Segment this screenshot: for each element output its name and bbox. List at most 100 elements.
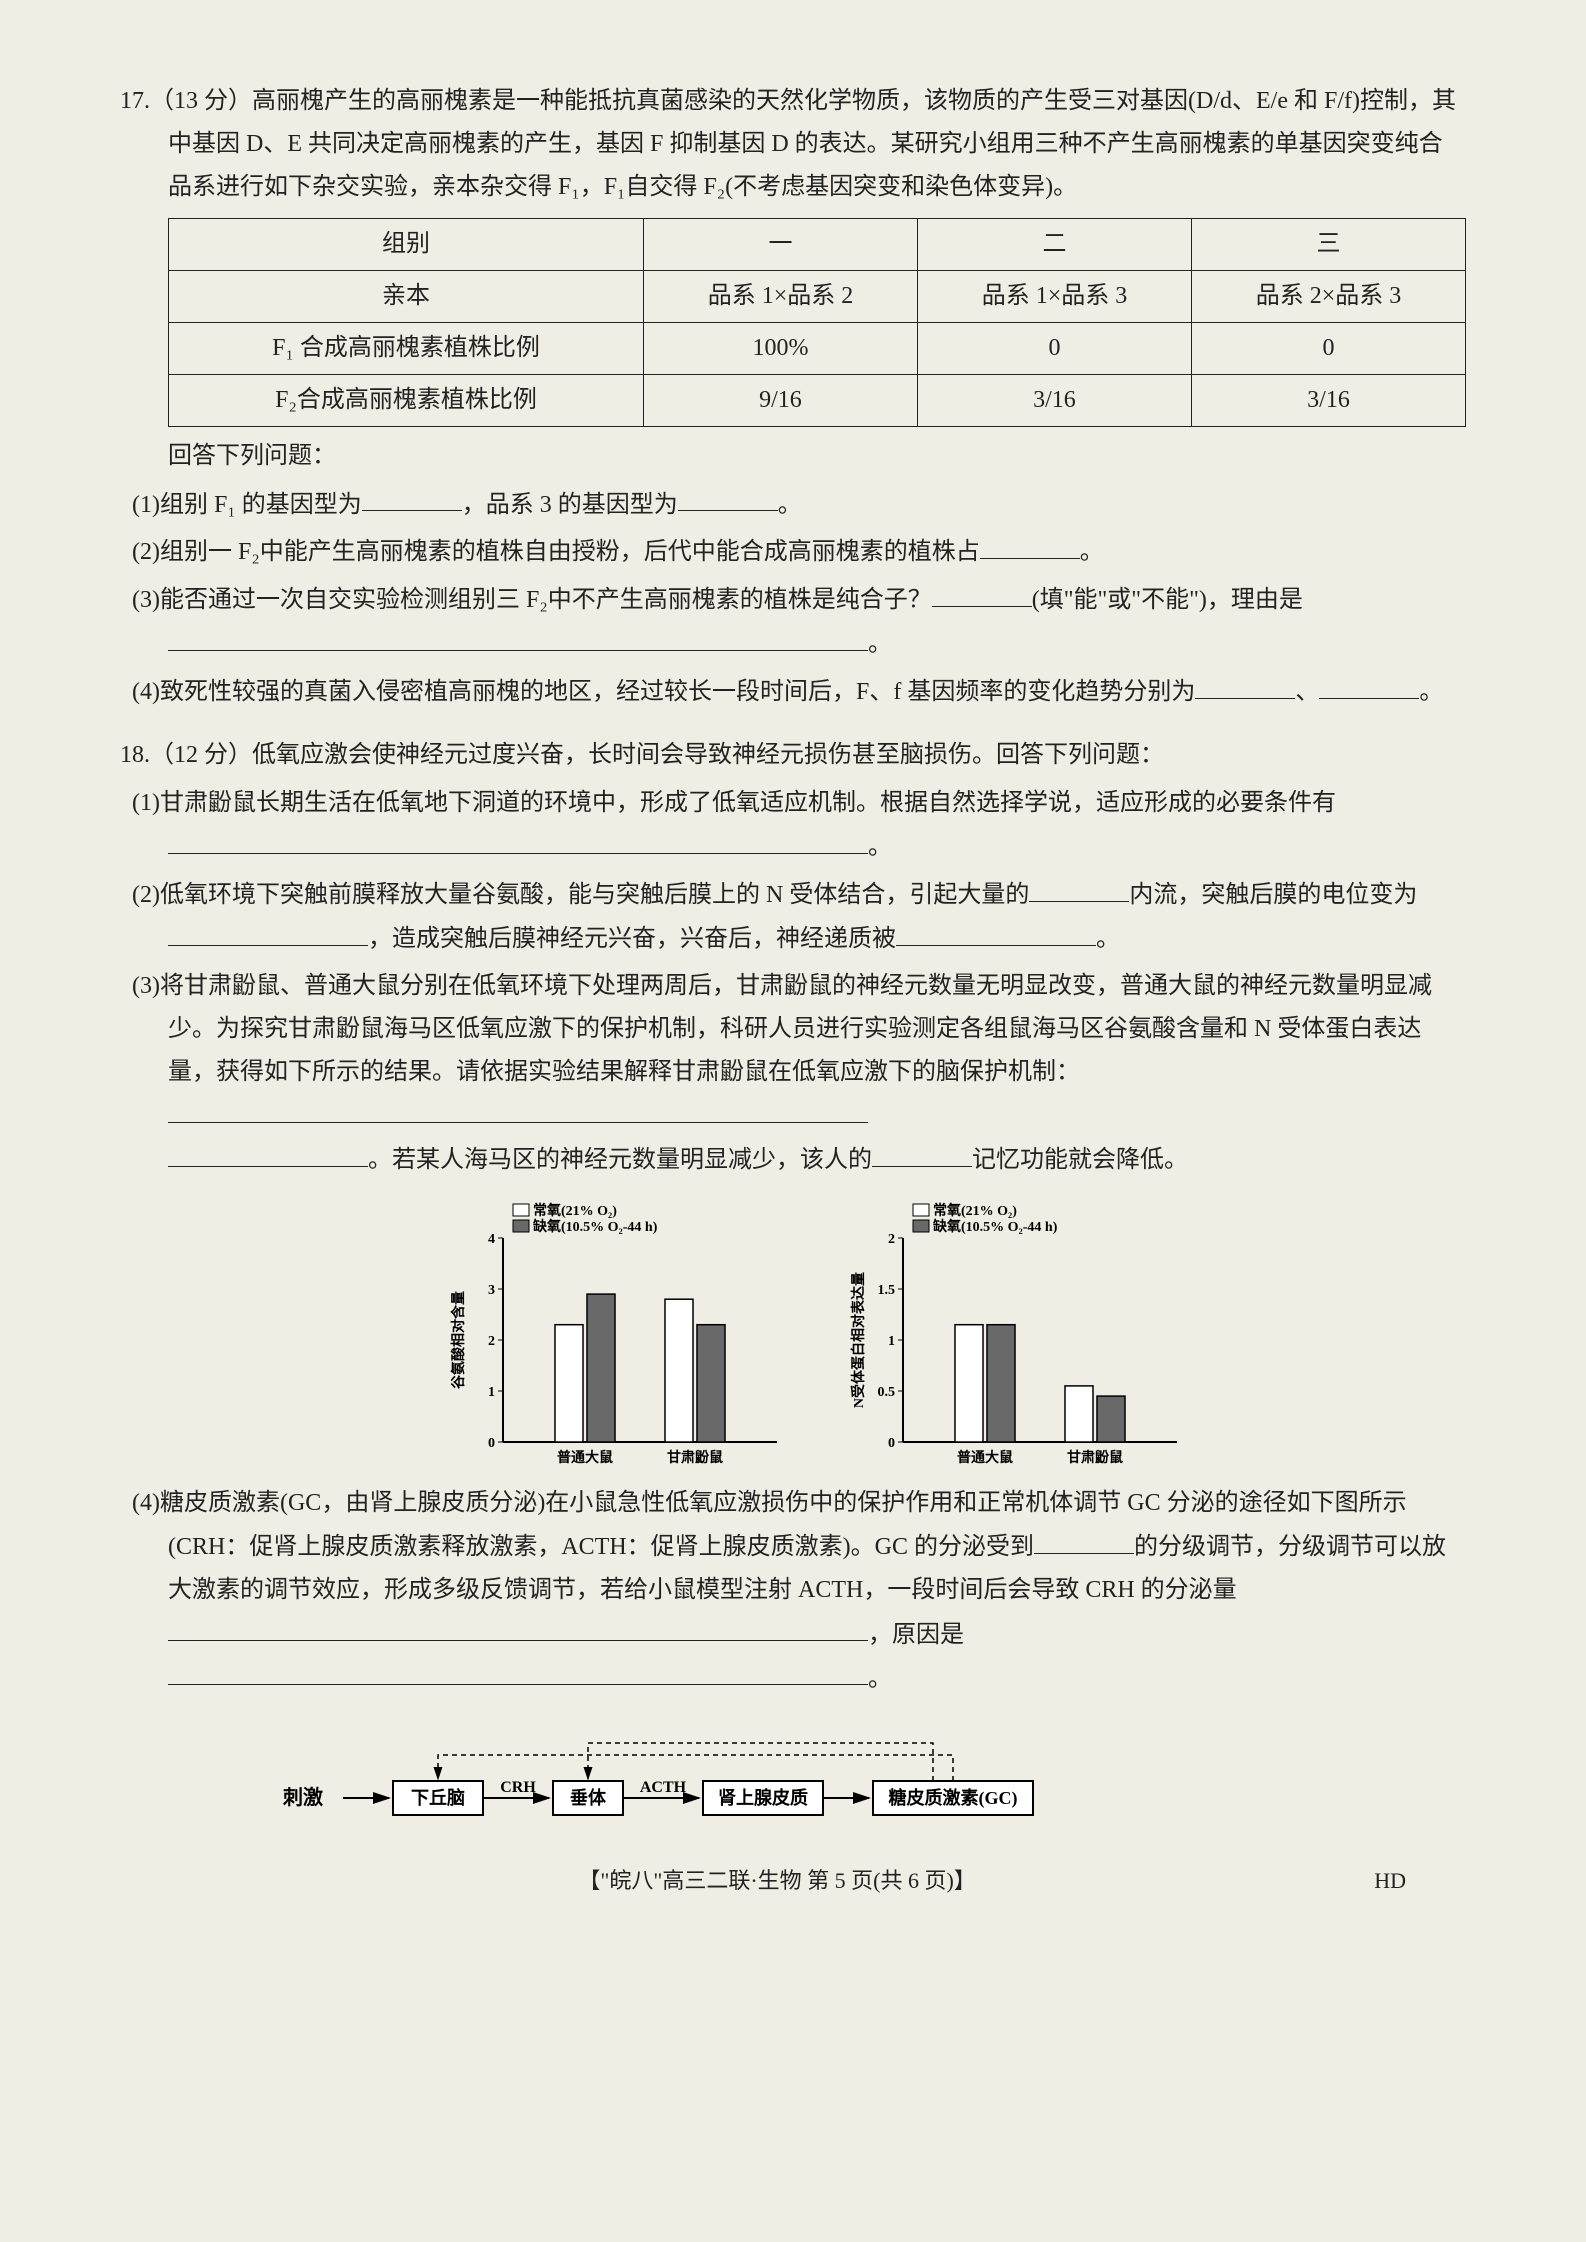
svg-text:1: 1 [888, 1334, 895, 1349]
text: (2)组别一 F₂中能产生高丽槐素的植株自由授粉，后代中能合成高丽槐素的植株占 [132, 539, 980, 565]
q17-points: （13 分） [150, 88, 252, 114]
th-c3: 三 [1191, 218, 1465, 270]
q18-sub3: (3)将甘肃鼢鼠、普通大鼠分别在低氧环境下处理两周后，甘肃鼢鼠的神经元数量无明显… [120, 965, 1466, 1139]
svg-text:CRH: CRH [500, 1779, 536, 1796]
text: 记忆功能就会降低。 [972, 1147, 1188, 1173]
table-row: F₂合成高丽槐素植株比例 9/16 3/16 3/16 [169, 375, 1466, 427]
q18-sub2: (2)低氧环境下突触前膜释放大量谷氨酸，能与突触后膜上的 N 受体结合，引起大量… [120, 873, 1466, 961]
text: 。 [1419, 679, 1443, 705]
cell: 3/16 [917, 375, 1191, 427]
blank[interactable] [1319, 670, 1419, 699]
th-group: 组别 [169, 218, 644, 270]
text: 。 [1096, 926, 1120, 952]
blank[interactable] [1029, 873, 1129, 902]
blank[interactable] [168, 1094, 868, 1123]
q17-stem: 17.（13 分）高丽槐产生的高丽槐素是一种能抵抗真菌感染的天然化学物质，该物质… [120, 80, 1466, 210]
cell: 0 [917, 322, 1191, 374]
q18-sub3-cont: 。若某人海马区的神经元数量明显减少，该人的 记忆功能就会降低。 [120, 1138, 1466, 1182]
svg-text:刺激: 刺激 [283, 1785, 323, 1809]
q17-sub4: (4)致死性较强的真菌入侵密植高丽槐的地区，经过较长一段时间后，F、f 基因频率… [120, 670, 1466, 714]
blank[interactable] [678, 483, 778, 512]
cell: 9/16 [643, 375, 917, 427]
blank[interactable] [168, 1657, 868, 1686]
svg-text:2: 2 [888, 1232, 895, 1247]
q18-points: （12 分） [150, 742, 252, 768]
text: (2)低氧环境下突触前膜释放大量谷氨酸，能与突触后膜上的 N 受体结合，引起大量… [132, 882, 1029, 908]
blank[interactable] [362, 483, 462, 512]
text: 。 [868, 631, 892, 657]
cell: 品系 1×品系 3 [917, 270, 1191, 322]
cell: 品系 2×品系 3 [1191, 270, 1465, 322]
footer-right: HD [1374, 1861, 1406, 1901]
text: 。若某人海马区的神经元数量明显减少，该人的 [368, 1147, 872, 1173]
svg-text:N受体蛋白相对表达量: N受体蛋白相对表达量 [850, 1272, 867, 1408]
blank[interactable] [932, 578, 1032, 607]
pathway-svg: 刺激 下丘脑 CRH 垂体 ACTH 肾上腺皮质 糖皮质激素(GC) [243, 1711, 1343, 1821]
table-row: 亲本 品系 1×品系 2 品系 1×品系 3 品系 2×品系 3 [169, 270, 1466, 322]
text: 。 [868, 834, 892, 860]
text: 。 [1080, 539, 1104, 565]
svg-text:下丘脑: 下丘脑 [411, 1787, 465, 1808]
text: 、 [1295, 679, 1319, 705]
question-18: 18.（12 分）低氧应激会使神经元过度兴奋，长时间会导致神经元损伤甚至脑损伤。… [120, 734, 1466, 1820]
blank[interactable] [872, 1138, 972, 1167]
blank[interactable] [896, 917, 1096, 946]
svg-text:糖皮质激素(GC): 糖皮质激素(GC) [889, 1787, 1018, 1809]
text: 内流，突触后膜的电位变为 [1129, 882, 1417, 908]
q17-stem-text: 高丽槐产生的高丽槐素是一种能抵抗真菌感染的天然化学物质，该物质的产生受三对基因(… [168, 88, 1456, 200]
th-c1: 一 [643, 218, 917, 270]
svg-text:常氧(21% O₂): 常氧(21% O₂) [933, 1202, 1017, 1219]
q18-sub1: (1)甘肃鼢鼠长期生活在低氧地下洞道的环境中，形成了低氧适应机制。根据自然选择学… [120, 782, 1466, 869]
text: ，造成突触后膜神经元兴奋，兴奋后，神经递质被 [368, 926, 896, 952]
text: (1)甘肃鼢鼠长期生活在低氧地下洞道的环境中，形成了低氧适应机制。根据自然选择学… [132, 790, 1336, 816]
svg-text:0.5: 0.5 [878, 1385, 896, 1400]
svg-text:垂体: 垂体 [570, 1787, 607, 1808]
cell: 3/16 [1191, 375, 1465, 427]
blank[interactable] [168, 1138, 368, 1167]
cell: 100% [643, 322, 917, 374]
svg-text:肾上腺皮质: 肾上腺皮质 [718, 1787, 808, 1808]
q17-sub2: (2)组别一 F₂中能产生高丽槐素的植株自由授粉，后代中能合成高丽槐素的植株占 。 [120, 530, 1466, 574]
q18-stem: 18.（12 分）低氧应激会使神经元过度兴奋，长时间会导致神经元损伤甚至脑损伤。… [120, 734, 1466, 777]
q17-sub1: (1)组别 F₁ 的基因型为，品系 3 的基因型为。 [120, 483, 1466, 527]
q17-after-table: 回答下列问题： [120, 435, 1466, 478]
chart-glutamate: 01234谷氨酸相对含量常氧(21% O₂)缺氧(10.5% O₂-44 h)普… [447, 1192, 787, 1472]
svg-text:3: 3 [488, 1283, 495, 1298]
svg-text:普通大鼠: 普通大鼠 [557, 1449, 613, 1466]
svg-text:1.5: 1.5 [878, 1283, 896, 1298]
q18-number: 18. [120, 742, 150, 768]
svg-text:普通大鼠: 普通大鼠 [957, 1449, 1013, 1466]
q17-sub3: (3)能否通过一次自交实验检测组别三 F₂中不产生高丽槐素的植株是纯合子？ (填"… [120, 578, 1466, 666]
blank[interactable] [168, 622, 868, 651]
blank[interactable] [1195, 670, 1295, 699]
cell: 品系 1×品系 2 [643, 270, 917, 322]
text: (填"能"或"不能")，理由是 [1032, 587, 1303, 613]
q18-sub4: (4)糖皮质激素(GC，由肾上腺皮质分泌)在小鼠急性低氧应激损伤中的保护作用和正… [120, 1482, 1466, 1700]
cell: F₂合成高丽槐素植株比例 [169, 375, 644, 427]
page-footer: 【"皖八"高三二联·生物 第 5 页(共 6 页)】 HD [120, 1861, 1466, 1901]
text: ，品系 3 的基因型为 [462, 491, 678, 517]
svg-text:0: 0 [488, 1436, 495, 1451]
question-17: 17.（13 分）高丽槐产生的高丽槐素是一种能抵抗真菌感染的天然化学物质，该物质… [120, 80, 1466, 714]
text: (3)将甘肃鼢鼠、普通大鼠分别在低氧环境下处理两周后，甘肃鼢鼠的神经元数量无明显… [132, 973, 1432, 1085]
blank[interactable] [168, 1613, 868, 1642]
blank[interactable] [168, 917, 368, 946]
svg-text:甘肃鼢鼠: 甘肃鼢鼠 [1067, 1449, 1123, 1466]
text: (3)能否通过一次自交实验检测组别三 F₂中不产生高丽槐素的植株是纯合子？ [132, 587, 932, 613]
cell: 0 [1191, 322, 1465, 374]
svg-text:1: 1 [488, 1385, 495, 1400]
blank[interactable] [980, 530, 1080, 559]
svg-text:ACTH: ACTH [640, 1779, 687, 1796]
cell: 亲本 [169, 270, 644, 322]
q18-stem-text: 低氧应激会使神经元过度兴奋，长时间会导致神经元损伤甚至脑损伤。回答下列问题： [252, 742, 1164, 768]
pathway-diagram: 刺激 下丘脑 CRH 垂体 ACTH 肾上腺皮质 糖皮质激素(GC) [120, 1711, 1466, 1821]
blank[interactable] [1034, 1525, 1134, 1554]
cell: F₁ 合成高丽槐素植株比例 [169, 322, 644, 374]
svg-text:0: 0 [888, 1436, 895, 1451]
q17-number: 17. [120, 88, 150, 114]
footer-center: 【"皖八"高三二联·生物 第 5 页(共 6 页)】 [578, 1861, 975, 1901]
svg-text:甘肃鼢鼠: 甘肃鼢鼠 [667, 1449, 723, 1466]
svg-text:缺氧(10.5% O₂-44 h): 缺氧(10.5% O₂-44 h) [533, 1218, 658, 1235]
blank[interactable] [168, 825, 868, 854]
text: (4)致死性较强的真菌入侵密植高丽槐的地区，经过较长一段时间后，F、f 基因频率… [132, 679, 1195, 705]
